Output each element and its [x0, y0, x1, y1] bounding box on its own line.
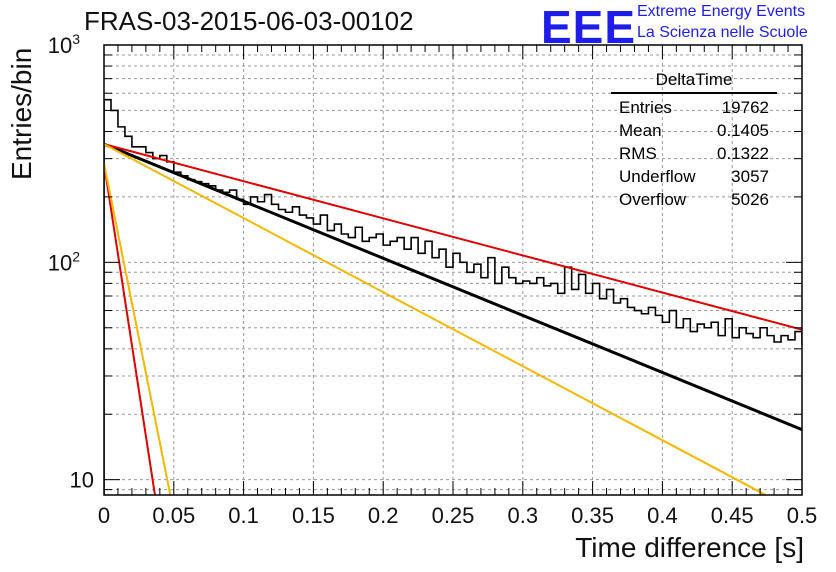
stats-box: DeltaTime Entries 19762 Mean 0.1405 RMS … [611, 70, 777, 211]
y-tick-label: 102 [48, 248, 80, 275]
y-tick-label: 103 [48, 31, 80, 58]
x-tick-label: 0.25 [432, 503, 475, 528]
stats-value: 19762 [721, 98, 769, 117]
stats-row: RMS 0.1322 [611, 142, 777, 165]
y-tick-label: 10 [70, 468, 94, 493]
stats-row: Underflow 3057 [611, 165, 777, 188]
logo-caption-line1: Extreme Energy Events [637, 3, 806, 20]
stats-label: Overflow [619, 190, 687, 209]
x-tick-label: 0.15 [292, 503, 335, 528]
fit-line-0 [104, 142, 802, 431]
x-tick-label: 0 [98, 503, 110, 528]
x-tick-label: 0.05 [152, 503, 195, 528]
x-tick-label: 0.3 [508, 503, 539, 528]
fit-line-2 [104, 143, 767, 495]
stats-label: Entries [619, 98, 672, 117]
stats-value: 0.1405 [717, 121, 769, 140]
x-tick-label: 0.45 [711, 503, 754, 528]
stats-value: 3057 [731, 167, 769, 186]
x-tick-label: 0.4 [647, 503, 678, 528]
stats-value: 0.1322 [717, 144, 769, 163]
fit-line-1 [104, 143, 802, 331]
stats-row: Overflow 5026 [611, 188, 777, 211]
x-tick-label: 0.2 [368, 503, 399, 528]
x-tick-label: 0.5 [787, 503, 818, 528]
stats-row: Entries 19762 [611, 96, 777, 119]
fit-line-4 [104, 163, 172, 495]
fit-line-3 [104, 163, 156, 495]
stats-label: Underflow [619, 167, 696, 186]
logo-caption-line2: La Scienza nelle Scuole [637, 24, 808, 41]
x-tick-label: 0.1 [228, 503, 259, 528]
stats-label: Mean [619, 121, 662, 140]
stats-row: Mean 0.1405 [611, 119, 777, 142]
eee-logo: EEE [541, 1, 637, 53]
stats-title: DeltaTime [611, 70, 777, 94]
x-tick-label: 0.35 [571, 503, 614, 528]
chart-title: FRAS-03-2015-06-03-00102 [84, 6, 414, 36]
stats-value: 5026 [731, 190, 769, 209]
stats-label: RMS [619, 144, 657, 163]
histogram-series [104, 98, 802, 495]
x-axis-label: Time difference [s] [575, 532, 804, 563]
y-axis-label: Entries/bin [6, 47, 37, 180]
